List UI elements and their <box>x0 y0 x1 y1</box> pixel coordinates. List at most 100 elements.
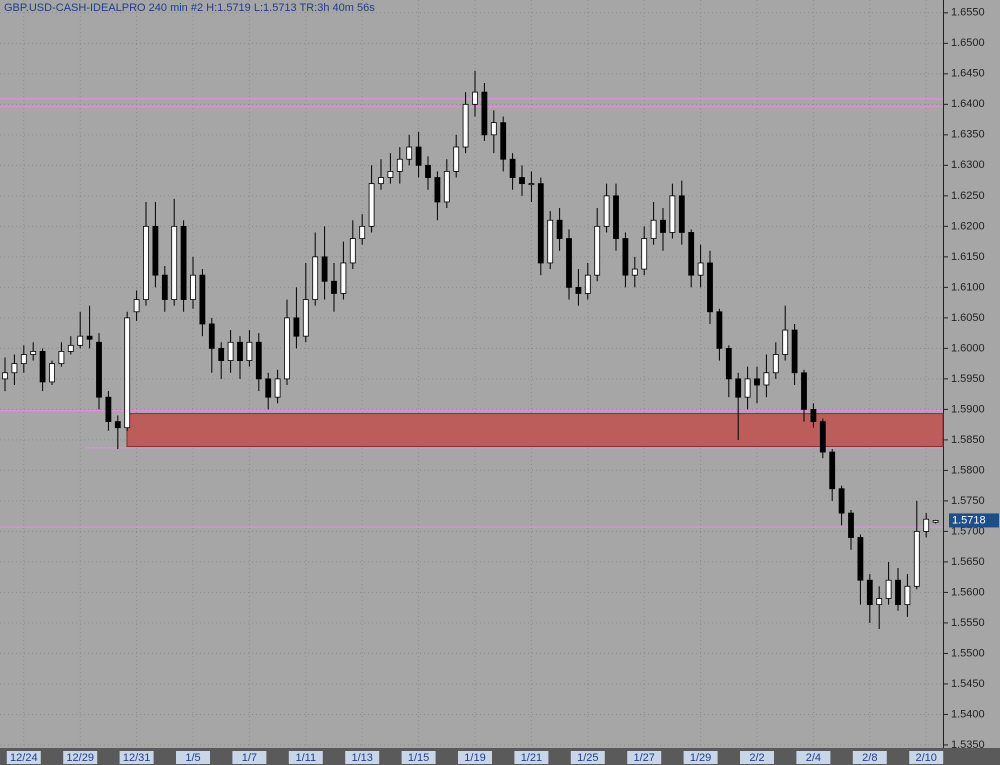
candle-body <box>500 122 507 160</box>
candle-body <box>801 372 807 410</box>
candle-body <box>472 91 478 105</box>
candle-body <box>613 195 619 239</box>
x-tick-label: 1/29 <box>690 752 711 764</box>
y-tick-label: 1.6500 <box>951 37 985 49</box>
candle-body <box>810 408 817 422</box>
candle-body <box>481 91 488 136</box>
x-tick-label: 12/24 <box>10 752 38 764</box>
x-tick-label: 12/31 <box>123 752 151 764</box>
candle-body <box>782 329 789 355</box>
grid <box>0 0 943 748</box>
x-tick-label: 1/25 <box>577 752 598 764</box>
candle-body <box>67 344 74 352</box>
candle-body <box>2 372 8 380</box>
y-tick-label: 1.5400 <box>951 708 985 720</box>
candle-body <box>218 347 225 361</box>
chart-title: GBP.USD-CASH-IDEALPRO 240 min #2 H:1.571… <box>4 2 375 14</box>
candle-body <box>575 286 582 294</box>
candle-body <box>462 103 469 148</box>
candle-body <box>302 299 309 337</box>
candle-body <box>284 317 290 380</box>
candle-body <box>848 512 854 538</box>
y-tick-label: 1.6250 <box>951 190 985 202</box>
candle-body <box>735 378 742 398</box>
candle-body <box>697 262 704 276</box>
candle-body <box>509 158 516 178</box>
candle-body <box>39 351 46 383</box>
x-tick-box <box>6 751 41 764</box>
candle-body <box>190 274 196 300</box>
candle-body <box>754 378 760 386</box>
candle-body <box>744 378 751 398</box>
x-tick-box <box>288 751 323 764</box>
y-tick-label: 1.6350 <box>951 129 985 141</box>
candle-body <box>763 372 770 386</box>
x-tick-label: 2/8 <box>862 752 877 764</box>
x-tick-label: 2/10 <box>915 752 936 764</box>
candle-body <box>443 171 450 203</box>
candle-body <box>660 219 666 233</box>
candle-body <box>866 579 873 606</box>
x-tick-box <box>683 751 718 764</box>
candle-body <box>227 341 234 361</box>
candle-body <box>631 268 638 276</box>
candle-body <box>876 598 883 606</box>
candle-body <box>58 351 65 365</box>
candle-body <box>490 122 497 136</box>
candle-body <box>255 341 262 380</box>
candle-body <box>537 183 544 264</box>
candle-body <box>923 518 930 532</box>
x-tick-label: 2/4 <box>806 752 821 764</box>
x-tick-box <box>458 751 492 764</box>
x-tick-label: 1/21 <box>521 752 542 764</box>
candle-body <box>603 195 610 227</box>
candle-body <box>161 274 168 300</box>
candle-body <box>707 262 713 313</box>
y-tick-label: 1.6400 <box>951 98 985 110</box>
candle-body <box>152 225 159 276</box>
candle-body <box>838 488 845 514</box>
candle-body <box>199 274 206 325</box>
x-tick-box <box>63 751 98 764</box>
x-tick-label: 1/5 <box>185 752 200 764</box>
candle-body <box>434 177 441 203</box>
x-tick-box <box>119 751 154 764</box>
y-tick-label: 1.5500 <box>951 647 985 659</box>
candle-body <box>359 225 366 239</box>
x-tick-label: 1/11 <box>296 752 317 764</box>
candle-body <box>528 183 535 186</box>
x-tick-box <box>627 751 662 764</box>
candle-body <box>171 225 178 300</box>
candle-body <box>180 225 187 300</box>
candle-body <box>622 238 629 276</box>
y-tick-label: 1.5800 <box>951 464 985 476</box>
y-tick-label: 1.6050 <box>951 312 985 324</box>
candle-body <box>331 280 337 294</box>
x-tick-label: 1/19 <box>464 752 485 764</box>
candle-body <box>114 421 121 429</box>
y-tick-label: 1.6300 <box>951 159 985 171</box>
candle-body <box>105 396 112 422</box>
candle-body <box>885 579 892 599</box>
candle-body <box>932 520 939 523</box>
candle-body <box>547 219 554 264</box>
candle-body <box>519 177 525 185</box>
y-tick-label: 1.5550 <box>951 617 985 629</box>
candle-body <box>274 378 281 398</box>
x-tick-box <box>345 751 380 764</box>
candle-body <box>791 329 798 374</box>
x-tick-label: 12/29 <box>66 752 94 764</box>
candle-body <box>650 219 657 239</box>
candle-body <box>378 177 384 185</box>
y-tick-label: 1.5950 <box>951 373 985 385</box>
candle-body <box>772 354 779 374</box>
candle-body <box>293 317 300 337</box>
candle-body <box>857 537 864 581</box>
candle-body <box>584 274 591 294</box>
y-tick-label: 1.5750 <box>951 495 985 507</box>
candle-body <box>246 341 253 361</box>
candle-body <box>716 311 723 349</box>
candle-body <box>30 351 37 355</box>
